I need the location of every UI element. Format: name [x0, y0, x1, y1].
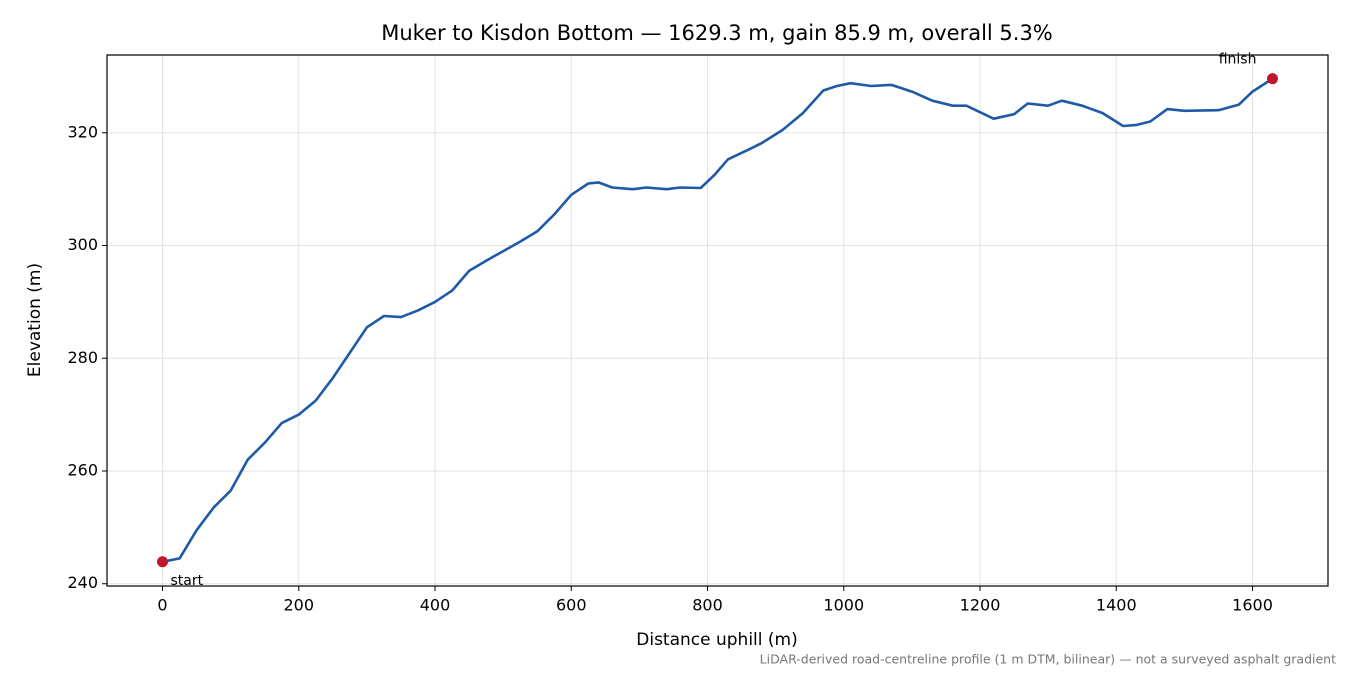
- x-tick-label: 1000: [823, 596, 864, 615]
- y-tick-label: 260: [67, 461, 98, 480]
- x-tick-label: 400: [420, 596, 451, 615]
- finish-marker: [1266, 73, 1278, 85]
- start-label: start: [171, 573, 204, 589]
- x-axis-label: Distance uphill (m): [636, 630, 797, 650]
- start-marker: [157, 556, 169, 568]
- x-tick-label: 600: [556, 596, 587, 615]
- profile-line: [162, 77, 1274, 564]
- x-tick-label: 1600: [1232, 596, 1273, 615]
- plot-frame: [106, 54, 1329, 587]
- y-tick-label: 320: [67, 122, 98, 141]
- chart-title: Muker to Kisdon Bottom — 1629.3 m, gain …: [381, 21, 1053, 45]
- finish-label: finish: [1219, 52, 1257, 68]
- x-tick-label: 200: [283, 596, 314, 615]
- y-tick-label: 240: [67, 573, 98, 592]
- x-tick-label: 800: [692, 596, 723, 615]
- y-tick-label: 280: [67, 348, 98, 367]
- footnote: LiDAR-derived road-centreline profile (1…: [760, 652, 1336, 667]
- x-tick-label: 1400: [1096, 596, 1137, 615]
- y-axis-label: Elevation (m): [25, 263, 45, 377]
- x-tick-label: 1200: [960, 596, 1001, 615]
- y-tick-label: 300: [67, 235, 98, 254]
- x-tick-label: 0: [157, 596, 167, 615]
